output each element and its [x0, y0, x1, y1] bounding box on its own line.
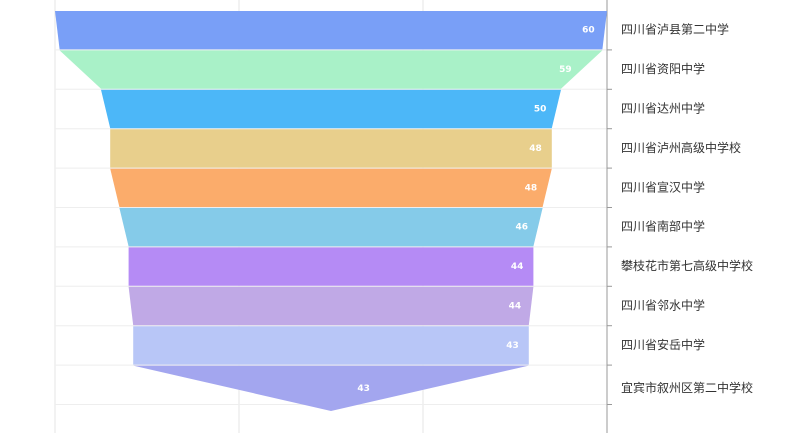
category-label: 攀枝花市第七高级中学校 [621, 258, 753, 273]
category-label: 四川省南部中学 [621, 219, 705, 234]
value-label: 44 [511, 262, 524, 272]
category-label: 四川省资阳中学 [621, 61, 705, 76]
category-label: 四川省宣汉中学 [621, 179, 705, 194]
funnel-band [128, 286, 534, 326]
category-label: 四川省邻水中学 [621, 298, 705, 313]
category-label: 四川省泸州高级中学校 [621, 140, 741, 155]
value-label: 43 [506, 341, 519, 351]
category-label: 宜宾市叙州区第二中学校 [621, 380, 753, 395]
funnel-band [133, 326, 529, 365]
funnel-band [110, 168, 552, 207]
funnel-band [55, 11, 607, 50]
funnel-band [119, 208, 543, 247]
funnel-band [133, 365, 529, 411]
value-label: 48 [529, 144, 542, 154]
funnel-band [101, 89, 561, 129]
value-label: 50 [534, 105, 547, 115]
funnel-band [59, 50, 603, 89]
value-label: 48 [525, 183, 538, 193]
category-label: 四川省安岳中学 [621, 337, 705, 352]
value-label: 60 [582, 26, 595, 36]
value-label: 59 [559, 65, 572, 75]
value-label: 43 [357, 384, 370, 394]
category-label: 四川省泸县第二中学 [621, 22, 729, 37]
value-label: 46 [515, 223, 528, 233]
category-label: 四川省达州中学 [621, 101, 705, 116]
value-label: 44 [509, 302, 522, 312]
funnel-band [110, 129, 552, 168]
funnel-band [128, 247, 534, 286]
